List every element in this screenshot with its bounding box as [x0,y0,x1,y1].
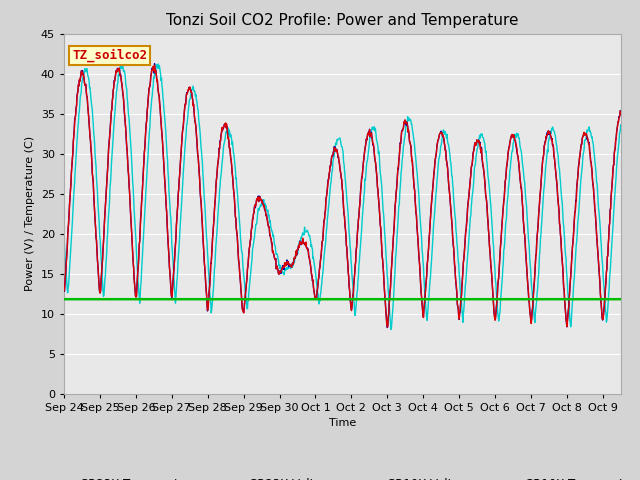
CR23X Voltage [302,240,310,246]
CR23X Voltage [60,288,68,293]
CR10X Voltage [353,296,360,302]
CR23X Temperature [60,288,68,294]
CR10X Temperature [617,122,625,128]
CR23X Voltage [617,110,625,116]
CR23X Temperature [150,62,158,68]
CR10X Temperature [353,289,361,295]
CR10X Temperature [154,61,162,67]
CR23X Voltage [353,238,361,244]
CR10X Voltage [248,296,255,302]
CR23X Voltage [134,267,141,273]
CR23X Temperature [353,238,361,243]
CR23X Temperature [134,268,141,274]
CR10X Temperature [60,235,68,241]
Line: CR23X Temperature: CR23X Temperature [64,65,621,327]
Legend: CR23X Temperature, CR23X Voltage, CR10X Voltage, CR10X Temperature: CR23X Temperature, CR23X Voltage, CR10X … [36,473,640,480]
CR23X Voltage [248,224,256,230]
CR23X Temperature [154,88,162,94]
CR10X Temperature [118,61,126,67]
CR10X Voltage [134,296,141,302]
Title: Tonzi Soil CO2 Profile: Power and Temperature: Tonzi Soil CO2 Profile: Power and Temper… [166,13,518,28]
CR10X Temperature [134,281,142,287]
CR23X Temperature [302,239,310,245]
CR10X Voltage [154,296,162,302]
CR10X Voltage [60,296,68,302]
CR10X Temperature [248,255,256,261]
CR10X Temperature [302,229,310,235]
X-axis label: Time: Time [329,418,356,428]
Line: CR23X Voltage: CR23X Voltage [64,64,621,327]
CR10X Temperature [365,146,372,152]
CR23X Voltage [150,61,158,67]
CR23X Temperature [617,110,625,116]
CR23X Temperature [248,225,256,230]
Y-axis label: Power (V) / Temperature (C): Power (V) / Temperature (C) [26,136,35,291]
CR23X Temperature [384,324,392,330]
Text: TZ_soilco2: TZ_soilco2 [72,49,147,62]
CR23X Voltage [154,88,162,94]
CR10X Temperature [387,326,395,332]
CR23X Voltage [365,129,372,135]
CR10X Voltage [617,296,625,302]
CR10X Voltage [364,296,372,302]
Line: CR10X Temperature: CR10X Temperature [64,64,621,329]
CR10X Voltage [301,296,309,302]
CR23X Temperature [365,130,372,135]
CR23X Voltage [383,324,391,330]
